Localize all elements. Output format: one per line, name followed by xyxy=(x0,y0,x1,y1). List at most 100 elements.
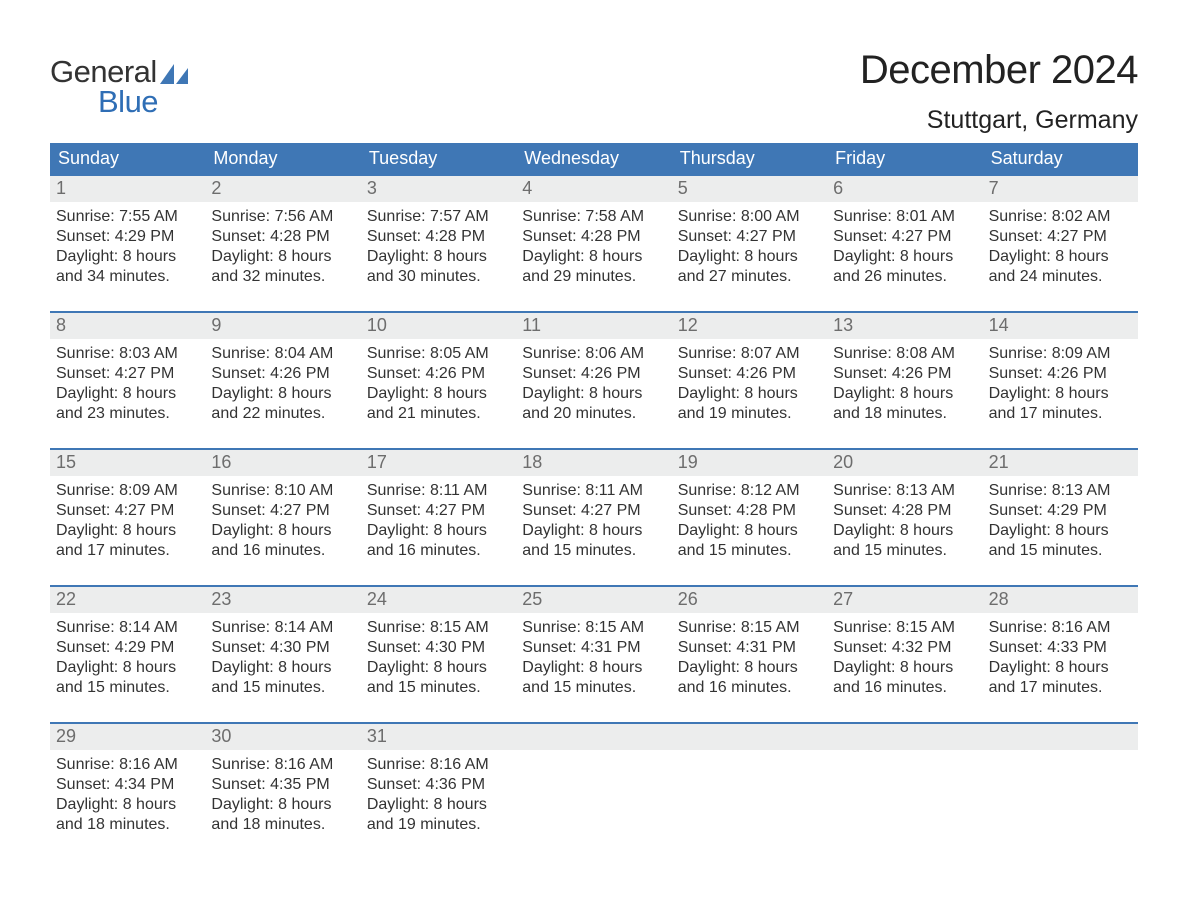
day-body: Sunrise: 8:11 AMSunset: 4:27 PMDaylight:… xyxy=(361,476,516,561)
weekday-header: Tuesday xyxy=(361,143,516,174)
day-number: 11 xyxy=(516,313,671,339)
sunrise-text: Sunrise: 8:11 AM xyxy=(367,481,510,501)
day-body: Sunrise: 8:00 AMSunset: 4:27 PMDaylight:… xyxy=(672,202,827,287)
day-body: Sunrise: 8:08 AMSunset: 4:26 PMDaylight:… xyxy=(827,339,982,424)
sunrise-text: Sunrise: 7:57 AM xyxy=(367,207,510,227)
day-cell: 6Sunrise: 8:01 AMSunset: 4:27 PMDaylight… xyxy=(827,176,982,287)
daylight-line-2: and 22 minutes. xyxy=(211,404,354,424)
sunrise-text: Sunrise: 8:16 AM xyxy=(211,755,354,775)
weeks-container: 1Sunrise: 7:55 AMSunset: 4:29 PMDaylight… xyxy=(50,174,1138,835)
daylight-line-2: and 17 minutes. xyxy=(989,404,1132,424)
daylight-line-2: and 15 minutes. xyxy=(833,541,976,561)
day-body: Sunrise: 8:14 AMSunset: 4:29 PMDaylight:… xyxy=(50,613,205,698)
sunrise-text: Sunrise: 8:03 AM xyxy=(56,344,199,364)
daylight-line-2: and 19 minutes. xyxy=(367,815,510,835)
sunrise-text: Sunrise: 8:14 AM xyxy=(56,618,199,638)
sunset-text: Sunset: 4:29 PM xyxy=(989,501,1132,521)
daylight-line-1: Daylight: 8 hours xyxy=(989,384,1132,404)
day-body: Sunrise: 7:57 AMSunset: 4:28 PMDaylight:… xyxy=(361,202,516,287)
daylight-line-1: Daylight: 8 hours xyxy=(522,658,665,678)
day-number: 8 xyxy=(50,313,205,339)
weekday-header: Saturday xyxy=(983,143,1138,174)
sunset-text: Sunset: 4:31 PM xyxy=(678,638,821,658)
day-cell: 27Sunrise: 8:15 AMSunset: 4:32 PMDayligh… xyxy=(827,587,982,698)
day-number: 13 xyxy=(827,313,982,339)
day-cell: 7Sunrise: 8:02 AMSunset: 4:27 PMDaylight… xyxy=(983,176,1138,287)
day-body: Sunrise: 8:09 AMSunset: 4:26 PMDaylight:… xyxy=(983,339,1138,424)
day-cell: 22Sunrise: 8:14 AMSunset: 4:29 PMDayligh… xyxy=(50,587,205,698)
day-body: Sunrise: 8:06 AMSunset: 4:26 PMDaylight:… xyxy=(516,339,671,424)
day-body: Sunrise: 8:01 AMSunset: 4:27 PMDaylight:… xyxy=(827,202,982,287)
daylight-line-1: Daylight: 8 hours xyxy=(678,384,821,404)
day-body: Sunrise: 8:14 AMSunset: 4:30 PMDaylight:… xyxy=(205,613,360,698)
day-number: 9 xyxy=(205,313,360,339)
daylight-line-1: Daylight: 8 hours xyxy=(211,521,354,541)
sunrise-text: Sunrise: 8:12 AM xyxy=(678,481,821,501)
daylight-line-2: and 19 minutes. xyxy=(678,404,821,424)
daylight-line-2: and 18 minutes. xyxy=(56,815,199,835)
daylight-line-2: and 15 minutes. xyxy=(56,678,199,698)
weekday-header: Sunday xyxy=(50,143,205,174)
day-number: 1 xyxy=(50,176,205,202)
day-body: Sunrise: 8:09 AMSunset: 4:27 PMDaylight:… xyxy=(50,476,205,561)
day-number xyxy=(672,724,827,750)
daylight-line-1: Daylight: 8 hours xyxy=(56,658,199,678)
sunset-text: Sunset: 4:28 PM xyxy=(367,227,510,247)
day-body: Sunrise: 8:13 AMSunset: 4:29 PMDaylight:… xyxy=(983,476,1138,561)
day-number: 16 xyxy=(205,450,360,476)
day-number: 5 xyxy=(672,176,827,202)
daylight-line-2: and 15 minutes. xyxy=(678,541,821,561)
daylight-line-1: Daylight: 8 hours xyxy=(56,795,199,815)
daylight-line-2: and 16 minutes. xyxy=(833,678,976,698)
day-number xyxy=(983,724,1138,750)
day-cell: 26Sunrise: 8:15 AMSunset: 4:31 PMDayligh… xyxy=(672,587,827,698)
daylight-line-2: and 27 minutes. xyxy=(678,267,821,287)
day-body: Sunrise: 8:07 AMSunset: 4:26 PMDaylight:… xyxy=(672,339,827,424)
daylight-line-1: Daylight: 8 hours xyxy=(989,521,1132,541)
daylight-line-2: and 24 minutes. xyxy=(989,267,1132,287)
daylight-line-1: Daylight: 8 hours xyxy=(56,521,199,541)
daylight-line-2: and 20 minutes. xyxy=(522,404,665,424)
sunset-text: Sunset: 4:27 PM xyxy=(833,227,976,247)
day-body: Sunrise: 8:15 AMSunset: 4:31 PMDaylight:… xyxy=(672,613,827,698)
day-body: Sunrise: 8:10 AMSunset: 4:27 PMDaylight:… xyxy=(205,476,360,561)
sunrise-text: Sunrise: 8:00 AM xyxy=(678,207,821,227)
sunset-text: Sunset: 4:26 PM xyxy=(989,364,1132,384)
day-number: 21 xyxy=(983,450,1138,476)
day-cell: 20Sunrise: 8:13 AMSunset: 4:28 PMDayligh… xyxy=(827,450,982,561)
day-body: Sunrise: 8:02 AMSunset: 4:27 PMDaylight:… xyxy=(983,202,1138,287)
sunset-text: Sunset: 4:32 PM xyxy=(833,638,976,658)
day-body: Sunrise: 8:16 AMSunset: 4:35 PMDaylight:… xyxy=(205,750,360,835)
day-cell xyxy=(516,724,671,835)
daylight-line-1: Daylight: 8 hours xyxy=(367,658,510,678)
day-body: Sunrise: 8:16 AMSunset: 4:34 PMDaylight:… xyxy=(50,750,205,835)
sunrise-text: Sunrise: 8:01 AM xyxy=(833,207,976,227)
week-row: 1Sunrise: 7:55 AMSunset: 4:29 PMDaylight… xyxy=(50,174,1138,287)
day-body: Sunrise: 8:15 AMSunset: 4:30 PMDaylight:… xyxy=(361,613,516,698)
sunrise-text: Sunrise: 8:15 AM xyxy=(522,618,665,638)
weekday-header: Wednesday xyxy=(516,143,671,174)
page: General Blue December 2024 Stuttgart, Ge… xyxy=(0,0,1188,918)
sunrise-text: Sunrise: 8:06 AM xyxy=(522,344,665,364)
daylight-line-1: Daylight: 8 hours xyxy=(56,247,199,267)
sunrise-text: Sunrise: 8:13 AM xyxy=(833,481,976,501)
daylight-line-1: Daylight: 8 hours xyxy=(367,795,510,815)
sunset-text: Sunset: 4:28 PM xyxy=(211,227,354,247)
sunrise-text: Sunrise: 8:10 AM xyxy=(211,481,354,501)
day-number: 27 xyxy=(827,587,982,613)
daylight-line-2: and 32 minutes. xyxy=(211,267,354,287)
day-number: 18 xyxy=(516,450,671,476)
daylight-line-1: Daylight: 8 hours xyxy=(211,384,354,404)
day-cell: 4Sunrise: 7:58 AMSunset: 4:28 PMDaylight… xyxy=(516,176,671,287)
day-body: Sunrise: 8:16 AMSunset: 4:33 PMDaylight:… xyxy=(983,613,1138,698)
sunset-text: Sunset: 4:27 PM xyxy=(56,364,199,384)
daylight-line-1: Daylight: 8 hours xyxy=(367,521,510,541)
daylight-line-1: Daylight: 8 hours xyxy=(522,384,665,404)
day-cell: 9Sunrise: 8:04 AMSunset: 4:26 PMDaylight… xyxy=(205,313,360,424)
day-number xyxy=(827,724,982,750)
sunset-text: Sunset: 4:26 PM xyxy=(833,364,976,384)
day-cell: 11Sunrise: 8:06 AMSunset: 4:26 PMDayligh… xyxy=(516,313,671,424)
daylight-line-1: Daylight: 8 hours xyxy=(833,658,976,678)
day-number: 10 xyxy=(361,313,516,339)
day-cell: 10Sunrise: 8:05 AMSunset: 4:26 PMDayligh… xyxy=(361,313,516,424)
